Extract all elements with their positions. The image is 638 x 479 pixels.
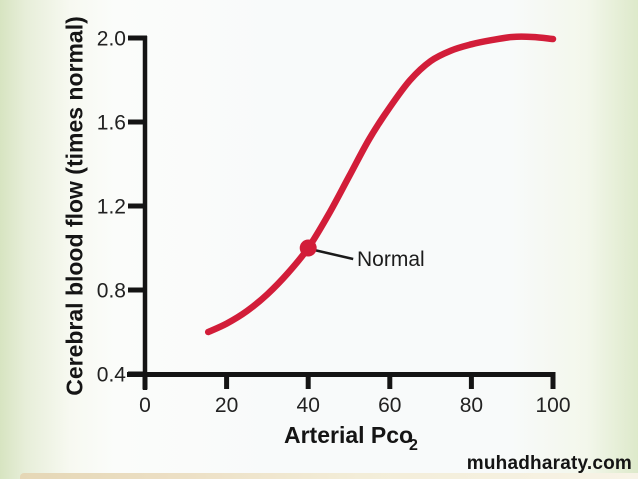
- x-tick-label: 0: [139, 394, 151, 417]
- y-tick-label: 0.4: [97, 364, 127, 387]
- y-tick-label: 2.0: [97, 28, 126, 51]
- x-tick-label: 100: [535, 394, 570, 417]
- x-tick-label: 60: [378, 394, 401, 417]
- x-axis-title: Arterial Pco: [284, 422, 413, 448]
- x-tick-label: 20: [215, 394, 238, 417]
- x-axis-ticks: 0 20 40 60 80 100: [139, 372, 571, 417]
- normal-annotation-label: Normal: [357, 248, 425, 271]
- blood-flow-curve: [204, 33, 557, 336]
- y-tick-label: 1.6: [97, 112, 126, 135]
- y-tick-label: 0.8: [97, 280, 126, 303]
- normal-annotation-line: [313, 248, 354, 261]
- y-tick-label: 1.2: [97, 196, 126, 219]
- watermark: muhadharaty.com: [466, 453, 632, 474]
- x-tick-label: 40: [297, 394, 320, 417]
- x-axis-title-subscript: 2: [409, 437, 418, 454]
- normal-point-marker: [299, 239, 317, 257]
- slide-bottom-strip: [20, 473, 638, 479]
- x-tick-label: 80: [460, 394, 483, 417]
- y-axis-ticks: 0.4 0.8 1.2 1.6 2.0: [97, 28, 147, 387]
